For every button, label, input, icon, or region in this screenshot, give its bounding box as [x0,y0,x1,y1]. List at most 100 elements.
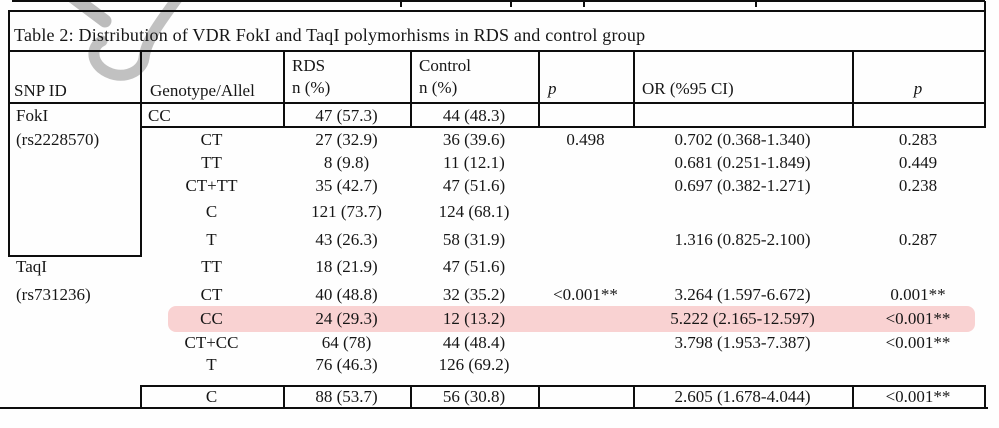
cell-control: 32 (35.2) [442,285,506,304]
border-line [8,10,10,257]
cell-genotype: TT [201,257,222,276]
cell-rds: 40 (48.8) [315,285,378,304]
cell-p [538,151,633,175]
column-header-control-line2: n (%) [419,78,458,97]
cell-control: 58 (31.9) [442,230,506,249]
cell-p: 0.498 [566,130,605,149]
border-line [140,385,986,387]
cell-control: 124 (68.1) [438,202,510,221]
cell-rds: 24 (29.3) [315,309,378,328]
cell-p2 [852,255,984,279]
cell-p2: <0.001** [885,333,951,352]
cell-p2: 0.238 [898,176,938,195]
cell-or: 3.798 (1.953-7.387) [674,333,811,352]
cell-snp: TaqI [16,257,47,276]
table-row: C 88 (53.7) 56 (30.8) 2.605 (1.678-4.044) <0… [0,386,999,407]
cell-snp [8,353,140,377]
border-line [852,385,854,409]
border-line [583,2,585,7]
column-header-rds-line2: n (%) [292,78,331,97]
cell-snp [8,386,140,407]
table-row: C 121 (73.7) 124 (68.1) [0,200,999,224]
cell-p2: 0.283 [898,130,938,149]
table-row-highlighted: CC 24 (29.3) 12 (13.2) 5.222 (2.165-12.597)… [0,307,999,331]
cell-or: 1.316 (0.825-2.100) [674,230,811,249]
border-line [400,2,402,7]
cell-p2 [852,104,984,128]
border-line [410,385,412,409]
cell-snp: (rs2228570) [16,130,100,149]
cell-p [538,386,633,407]
cell-genotype: CT [200,285,223,304]
border-line [538,52,540,127]
cell-genotype: CC [148,106,171,125]
table-row: (rs731236) CT 40 (48.8) 32 (35.2) <0.001** 3.… [0,283,999,307]
cell-control: 44 (48.3) [442,106,506,125]
border-line [410,52,412,127]
table-row: CT+TT 35 (42.7) 47 (51.6) 0.697 (0.382-1.27… [0,174,999,198]
cell-rds: 88 (53.7) [315,387,378,406]
cell-or: 0.697 (0.382-1.271) [674,176,811,195]
cell-p2 [852,200,984,224]
border-line [283,52,285,127]
cell-p [538,104,633,128]
cell-rds: 76 (46.3) [315,355,378,374]
column-header-rds: RDS n (%) [292,55,330,99]
table-caption: Table 2: Distribution of VDR FokI and Ta… [14,25,646,45]
cell-genotype: TT [201,153,222,172]
cell-p2: <0.001** [885,387,951,406]
cell-p2: 0.287 [898,230,938,249]
cell-control: 126 (69.2) [438,355,510,374]
border-line [633,52,635,127]
cell-p [538,331,633,355]
border-line [8,50,986,52]
border-line [8,102,986,104]
column-header-control: Control n (%) [419,55,471,99]
cell-genotype: C [205,202,218,221]
cell-or: 3.264 (1.597-6.672) [674,285,811,304]
cell-p2: <0.001** [885,309,951,328]
cell-snp [8,151,140,175]
cell-p [538,174,633,198]
border-line [538,385,540,409]
border-line [984,385,986,409]
cell-control: 12 (13.2) [442,309,506,328]
cell-or: 0.681 (0.251-1.849) [674,153,811,172]
border-line [510,2,512,7]
table-row: T 76 (46.3) 126 (69.2) [0,353,999,377]
cell-p [538,255,633,279]
border-line [984,1,986,127]
cell-control: 44 (48.4) [442,333,506,352]
table-row: TT 8 (9.8) 11 (12.1) 0.681 (0.251-1.849) 0.4… [0,151,999,175]
cell-or: 0.702 (0.368-1.340) [674,130,811,149]
column-header-p1: p [548,79,557,98]
cell-p [538,307,633,331]
table-row: T 43 (26.3) 58 (31.9) 1.316 (0.825-2.100) 0.… [0,228,999,252]
cell-or: 5.222 (2.165-12.597) [670,309,815,328]
cell-rds: 27 (32.9) [315,130,378,149]
border-line [8,10,986,12]
cell-p2: 0.449 [898,153,938,172]
border-line [283,385,285,409]
cell-p2: 0.001** [890,285,946,304]
table-row: (rs2228570) CT 27 (32.9) 36 (39.6) 0.498 0.70… [0,128,999,152]
border-line [12,0,985,2]
cell-control: 36 (39.6) [442,130,506,149]
cell-genotype: T [206,230,217,249]
cell-snp [8,331,140,355]
cell-or [633,255,852,279]
column-header-control-line1: Control [419,56,471,75]
table-row: TaqI TT 18 (21.9) 47 (51.6) [0,255,999,279]
cell-or [633,200,852,224]
border-line [0,407,988,409]
cell-p [538,353,633,377]
table-row: CT+CC 64 (78) 44 (48.4) 3.798 (1.953-7.387)… [0,331,999,355]
cell-genotype: CT+CC [184,333,239,352]
row-highlight [168,306,975,332]
cell-snp [8,200,140,224]
column-header-p2: p [913,79,923,98]
cell-genotype: T [206,355,217,374]
cell-genotype: CT [200,130,223,149]
column-header-genotype: Genotype/Allel [150,81,255,100]
